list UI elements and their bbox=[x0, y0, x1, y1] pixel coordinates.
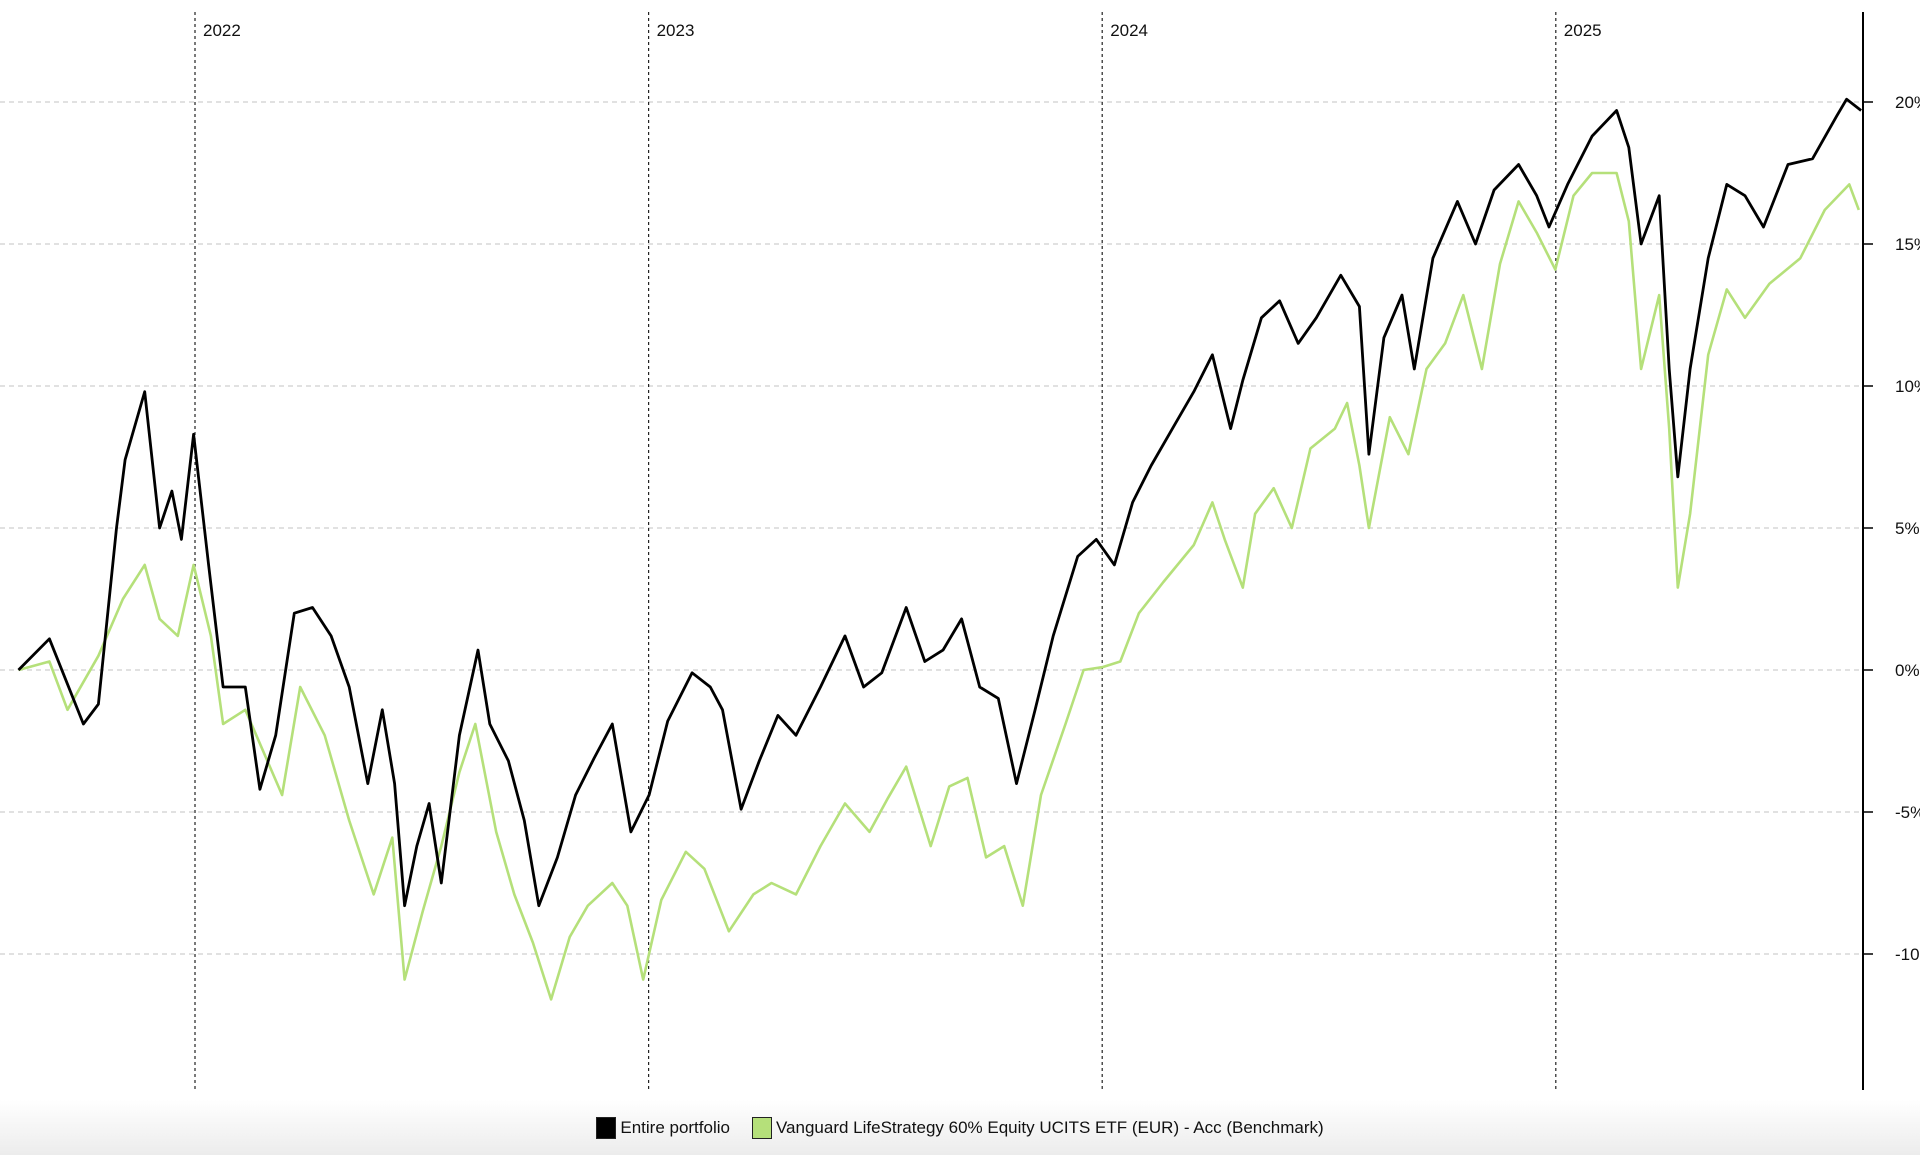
year-label: 2022 bbox=[203, 21, 241, 40]
y-axis: 20% 15% 10% 5% 0% -5% -10% bbox=[1862, 12, 1920, 1090]
legend-label: Entire portfolio bbox=[620, 1117, 730, 1137]
performance-chart: 2022 2023 2024 2025 20% 15% 10% 5% 0% -5% -10% bbox=[0, 12, 1920, 1090]
year-markers: 2022 2023 2024 2025 bbox=[194, 12, 1602, 1090]
y-tick-label: -10% bbox=[1895, 945, 1920, 964]
year-label: 2024 bbox=[1110, 21, 1148, 40]
y-tick-label: 20% bbox=[1895, 93, 1920, 112]
series-lines bbox=[17, 97, 1862, 1001]
portfolio-line bbox=[17, 97, 1862, 908]
portfolio-swatch bbox=[596, 1116, 617, 1139]
year-label: 2025 bbox=[1564, 21, 1602, 40]
benchmark-swatch bbox=[751, 1116, 772, 1139]
legend: Entire portfolio Vanguard LifeStrategy 6… bbox=[0, 1100, 1920, 1155]
year-label: 2023 bbox=[657, 21, 695, 40]
legend-item-benchmark[interactable]: Vanguard LifeStrategy 60% Equity UCITS E… bbox=[751, 1116, 1324, 1139]
legend-item-portfolio[interactable]: Entire portfolio bbox=[596, 1116, 730, 1139]
y-tick-label: 15% bbox=[1895, 235, 1920, 254]
legend-label: Vanguard LifeStrategy 60% Equity UCITS E… bbox=[775, 1117, 1324, 1137]
y-tick-label: 0% bbox=[1895, 661, 1920, 680]
y-tick-label: -5% bbox=[1895, 803, 1920, 822]
benchmark-line bbox=[18, 171, 1861, 1001]
grid bbox=[0, 101, 1863, 955]
y-tick-label: 5% bbox=[1895, 519, 1920, 538]
y-tick-label: 10% bbox=[1895, 377, 1920, 396]
